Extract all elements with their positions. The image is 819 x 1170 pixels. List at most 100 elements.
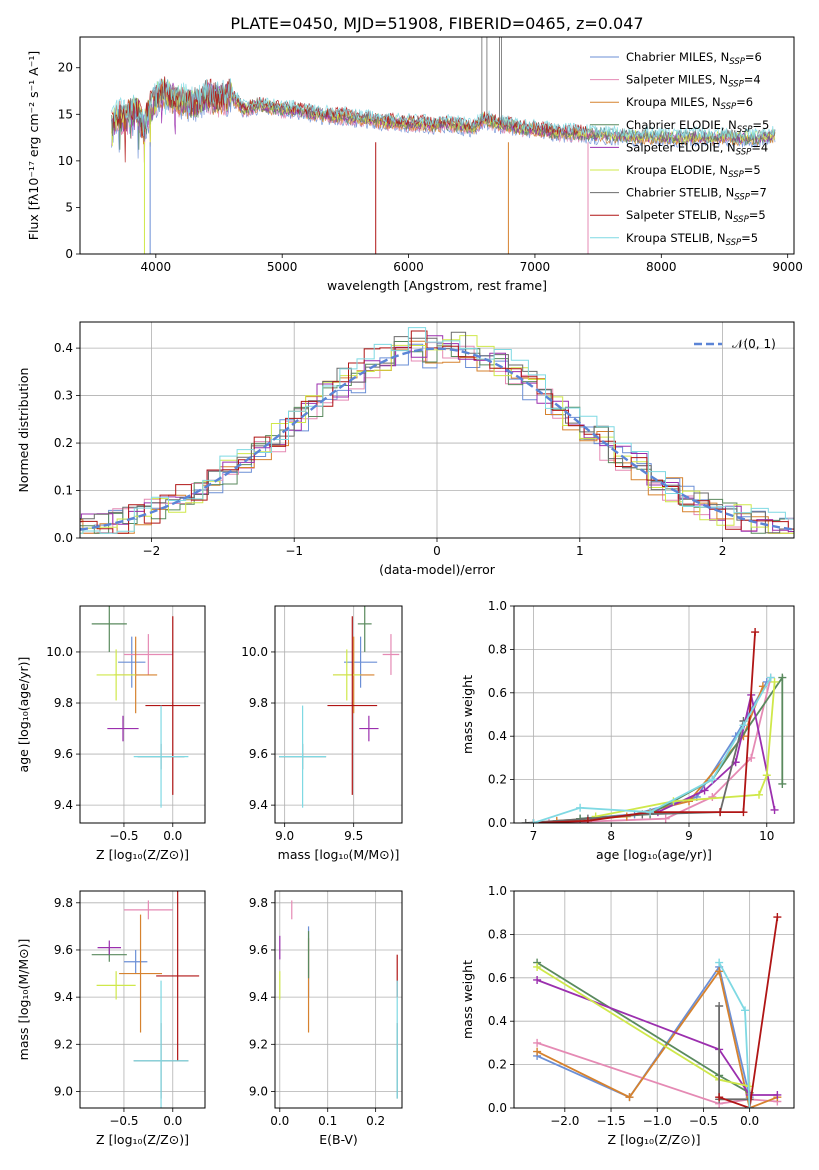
x-tick-label: 9.5 xyxy=(344,829,363,843)
legend-label: Chabrier ELODIE, NSSP=5 xyxy=(626,118,769,135)
legend-label: Salpeter STELIB, NSSP=5 xyxy=(626,208,766,225)
y-tick-label: 20 xyxy=(58,61,73,75)
panel-mass-vs-Z: −0.5 0.0 9.0 9.2 9.4 9.6 9.8 Z [log₁₀(Z/Z⊙)] mas… xyxy=(16,890,206,1147)
axes-frame xyxy=(79,605,206,824)
x-tick-label: −0.5 xyxy=(689,1114,718,1128)
legend-subscript: SSP xyxy=(737,125,753,135)
errorbar-point xyxy=(97,940,122,955)
axes-frame xyxy=(274,605,403,824)
x-tick-label: 0.0 xyxy=(740,1114,759,1128)
series-marker xyxy=(715,958,724,967)
y-tick-label: 0.0 xyxy=(488,816,507,830)
errorbar-point xyxy=(133,980,189,1108)
histogram-3 xyxy=(80,341,794,534)
axes-frame xyxy=(79,890,206,1109)
series-marker xyxy=(625,1093,634,1102)
axis-ticks: −2.0 −1.5 −1.0 −0.5 0.0 0.0 0.2 0.4 0.6 0.8 1.0 xyxy=(488,884,759,1128)
y-tick-label: 15 xyxy=(58,107,73,121)
y-tick-label: 0.4 xyxy=(54,341,73,355)
x-axis-label: (data-model)/error xyxy=(379,562,496,577)
legend-subscript: SSP xyxy=(728,80,744,90)
y-tick-label: 9.6 xyxy=(54,943,73,957)
axis-ticks: −0.5 0.0 9.4 9.6 9.8 10.0 xyxy=(46,645,182,843)
axes-frame xyxy=(513,605,795,824)
errorbar-point xyxy=(107,715,139,742)
series-marker xyxy=(708,792,717,801)
y-tick-label: 0.8 xyxy=(488,927,507,941)
legend-nssp: =5 xyxy=(744,163,761,177)
errorbar-point xyxy=(332,649,361,701)
series-5 xyxy=(591,677,779,821)
series-marker xyxy=(533,1038,542,1047)
series-marker xyxy=(661,814,670,823)
y-tick-label: 0.8 xyxy=(488,642,507,656)
y-tick-label: 9.6 xyxy=(249,747,268,761)
legend-nssp: =5 xyxy=(741,231,758,245)
y-tick-label: 0 xyxy=(65,247,73,261)
errorbar-point xyxy=(123,900,173,920)
series-marker xyxy=(739,808,748,817)
legend-subscript: SSP xyxy=(726,238,742,248)
errorbar-point xyxy=(96,649,136,701)
legend-subscript: SSP xyxy=(721,102,737,112)
x-tick-label: 9000 xyxy=(772,260,803,274)
errorbar-point xyxy=(357,606,372,652)
histogram-7 xyxy=(80,330,794,534)
axes-frame xyxy=(274,890,403,1109)
y-tick-label: 9.0 xyxy=(249,1084,268,1098)
x-tick-label: 0 xyxy=(433,544,441,558)
y-tick-label: 9.2 xyxy=(249,1037,268,1051)
series-marker xyxy=(583,816,592,823)
series-8 xyxy=(529,673,775,823)
plot-area xyxy=(279,606,400,808)
plot-area xyxy=(80,327,794,534)
x-tick-label: 4000 xyxy=(141,260,172,274)
errorbar-point xyxy=(91,606,127,652)
errorbar-point xyxy=(133,705,189,808)
legend-label: Salpeter ELODIE, NSSP=4 xyxy=(626,140,768,157)
axis-ticks: 7 8 9 10 0.0 0.2 0.4 0.6 0.8 1.0 xyxy=(488,599,775,843)
x-tick-label: −1 xyxy=(285,544,303,558)
y-tick-label: 9.8 xyxy=(54,696,73,710)
series-marker xyxy=(770,805,779,814)
series-marker xyxy=(739,721,748,730)
panel-age-vs-Z: −0.5 0.0 9.4 9.6 9.8 10.0 Z [log₁₀(Z/Z⊙)] age [… xyxy=(16,605,206,862)
y-tick-label: 9.8 xyxy=(249,696,268,710)
legend-nssp: =5 xyxy=(752,118,769,132)
plot-area xyxy=(521,628,787,823)
x-axis-label: Z [log₁₀(Z/Z⊙)] xyxy=(96,847,189,862)
series-marker xyxy=(741,1006,750,1015)
x-tick-label: 6000 xyxy=(393,260,424,274)
legend-subscript: SSP xyxy=(729,57,745,67)
panel-mass-vs-EBV: 0.0 0.1 0.2 9.0 9.2 9.4 9.6 9.8 E(B-V) xyxy=(249,890,403,1147)
series-marker xyxy=(745,1104,754,1108)
legend-nssp: =4 xyxy=(744,73,761,87)
x-tick-label: −0.5 xyxy=(109,829,138,843)
legend-subscript: SSP xyxy=(733,215,749,225)
errorbar-point xyxy=(145,616,201,795)
series-marker xyxy=(755,790,763,799)
gridlines xyxy=(80,891,205,1108)
histogram-8 xyxy=(80,327,794,534)
y-tick-label: 9.4 xyxy=(249,990,268,1004)
legend-label: Salpeter MILES, NSSP=4 xyxy=(626,73,761,90)
y-tick-label: 1.0 xyxy=(488,884,507,898)
panel-mass-weight-vs-Z: −2.0 −1.5 −1.0 −0.5 0.0 0.0 0.2 0.4 0.6 0.8 1.0 Z [… xyxy=(460,884,795,1147)
y-axis-label: mass [log₁₀(M/M⊙)] xyxy=(16,939,31,1061)
legend: 𝒩(0, 1) xyxy=(694,337,776,351)
y-tick-label: 10 xyxy=(58,154,73,168)
y-tick-label: 9.4 xyxy=(249,798,268,812)
y-tick-label: 1.0 xyxy=(488,599,507,613)
y-tick-label: 0.3 xyxy=(54,389,73,403)
normal-reference-curve xyxy=(80,347,794,531)
plot-background xyxy=(80,891,205,1108)
x-tick-label: −0.5 xyxy=(109,1114,138,1128)
y-tick-label: 10.0 xyxy=(241,645,268,659)
figure-title: PLATE=0450, MJD=51908, FIBERID=0465, z=0… xyxy=(230,14,643,33)
series-line xyxy=(718,916,779,1108)
plot-background xyxy=(80,37,794,254)
x-tick-label: 5000 xyxy=(267,260,298,274)
x-tick-label: 0.2 xyxy=(366,1114,385,1128)
y-tick-label: 10.0 xyxy=(46,645,73,659)
plot-area xyxy=(91,891,200,1108)
